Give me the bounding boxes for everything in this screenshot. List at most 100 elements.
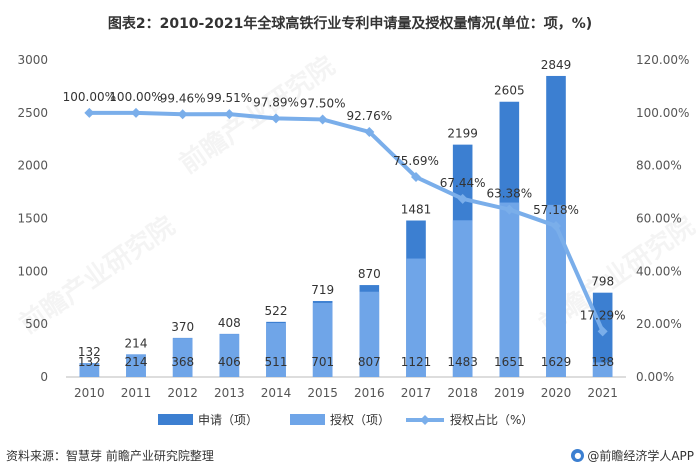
bar-application-label: 1481	[401, 203, 432, 217]
ratio-point	[457, 193, 468, 204]
ratio-point	[504, 204, 515, 215]
x-tick-label: 2013	[214, 386, 245, 400]
ratio-label: 63.38%	[486, 187, 532, 201]
bar-grant	[312, 302, 333, 377]
y-left-tick-label: 1500	[17, 212, 48, 226]
y-left-tick-label: 3000	[17, 53, 48, 67]
bar-application-label: 719	[311, 283, 334, 297]
ratio-label: 67.44%	[440, 176, 486, 190]
bar-grant	[219, 334, 240, 377]
ratio-point	[131, 107, 141, 118]
y-left-tick-label: 2500	[17, 106, 48, 120]
ratio-label: 99.51%	[206, 91, 252, 105]
bar-grant-label: 214	[125, 355, 148, 369]
bar-grant-label: 807	[358, 355, 381, 369]
x-tick-label: 2016	[354, 386, 385, 400]
bar-grant-label: 406	[218, 355, 241, 369]
ratio-label: 97.89%	[253, 95, 299, 109]
bar-grant	[406, 258, 426, 377]
bar-grant-label: 1651	[494, 355, 525, 369]
chart-title: 图表2：2010-2021年全球高铁行业专利申请量及授权量情况(单位：项，%)	[107, 16, 593, 32]
bar-grant-label: 368	[171, 355, 194, 369]
ratio-label: 92.76%	[346, 109, 392, 123]
bar-grant	[546, 204, 566, 377]
qianzhan-logo-icon: ●	[571, 449, 585, 462]
bar-grant-label: 1121	[401, 355, 432, 369]
y-left-tick-label: 1000	[17, 264, 48, 278]
x-tick-label: 2018	[447, 386, 478, 400]
bar-grant	[126, 354, 146, 377]
x-tick-label: 2021	[587, 386, 618, 400]
x-tick-label: 2017	[401, 386, 432, 400]
ratio-label: 57.18%	[533, 203, 579, 217]
ratio-label: 100.00%	[63, 90, 116, 104]
x-tick-label: 2012	[167, 386, 198, 400]
ratio-point	[597, 326, 608, 337]
bar-application-label: 2199	[447, 127, 478, 141]
bar-application-label: 2849	[541, 58, 572, 72]
legend-swatch	[158, 414, 193, 425]
x-tick-label: 2014	[261, 386, 292, 400]
bar-grant-label: 701	[311, 355, 334, 369]
bar-grant	[79, 363, 100, 377]
legend-swatch	[290, 414, 325, 425]
y-right-tick-label: 100.00%	[636, 106, 689, 120]
bar-grant-label: 1483	[447, 355, 478, 369]
x-tick-label: 2020	[541, 386, 572, 400]
x-tick-label: 2019	[494, 386, 525, 400]
bar-grant-label: 132	[78, 355, 101, 369]
ratio-label: 99.46%	[160, 91, 206, 105]
bar-application-label: 2605	[494, 84, 525, 98]
bar-application-label: 214	[125, 336, 148, 350]
bar-grant	[592, 362, 613, 377]
ratio-label: 100.00%	[109, 90, 162, 104]
ratio-point	[271, 113, 281, 124]
brand-text: @前瞻经济学人APP	[587, 449, 694, 463]
bar-application-label: 870	[358, 267, 381, 281]
ratio-label: 17.29%	[580, 308, 626, 322]
ratio-point	[177, 109, 188, 120]
brand-credit: ● @前瞻经济学人APP	[571, 447, 694, 464]
ratio-point	[317, 114, 328, 125]
x-tick-label: 2011	[121, 386, 152, 400]
x-tick-label: 2015	[307, 386, 338, 400]
bar-grant	[499, 202, 520, 377]
bar-application-label: 522	[265, 304, 288, 318]
legend-label: 授权（项）	[330, 412, 390, 427]
source-note: 资料来源：智慧芽 前瞻产业研究院整理	[6, 449, 214, 463]
bar-application-label: 798	[591, 275, 614, 289]
y-right-tick-label: 80.00%	[636, 159, 682, 173]
y-left-tick-label: 0	[40, 370, 48, 384]
y-right-tick-label: 60.00%	[636, 212, 682, 226]
bar-application-label: 370	[171, 320, 194, 334]
bar-grant-label: 511	[265, 355, 288, 369]
ratio-point	[84, 107, 95, 118]
x-tick-label: 2010	[74, 386, 105, 400]
y-right-tick-label: 20.00%	[636, 317, 682, 331]
legend-marker	[420, 415, 430, 425]
bar-application-label: 408	[218, 316, 241, 330]
y-left-tick-label: 500	[25, 317, 48, 331]
bar-grant	[266, 323, 286, 377]
y-left-tick-label: 2000	[17, 159, 48, 173]
legend-label: 申请（项）	[198, 413, 258, 427]
bar-grant	[452, 220, 473, 377]
ratio-point	[551, 220, 561, 231]
y-right-tick-label: 0.00%	[636, 370, 674, 384]
ratio-point	[224, 109, 235, 120]
y-right-tick-label: 40.00%	[636, 264, 682, 278]
legend-label: 授权占比（%）	[450, 412, 533, 427]
ratio-point	[364, 126, 375, 137]
ratio-point	[411, 172, 421, 183]
ratio-line	[89, 110, 605, 333]
ratio-label: 75.69%	[393, 154, 439, 168]
y-right-tick-label: 120.00%	[636, 53, 689, 67]
bar-grant-label: 1629	[541, 355, 572, 369]
bar-grant	[359, 291, 380, 377]
bar-grant-label: 138	[591, 355, 614, 369]
bar-application-label: 132	[78, 345, 101, 359]
ratio-label: 97.50%	[300, 96, 346, 110]
bar-grant	[172, 338, 193, 377]
